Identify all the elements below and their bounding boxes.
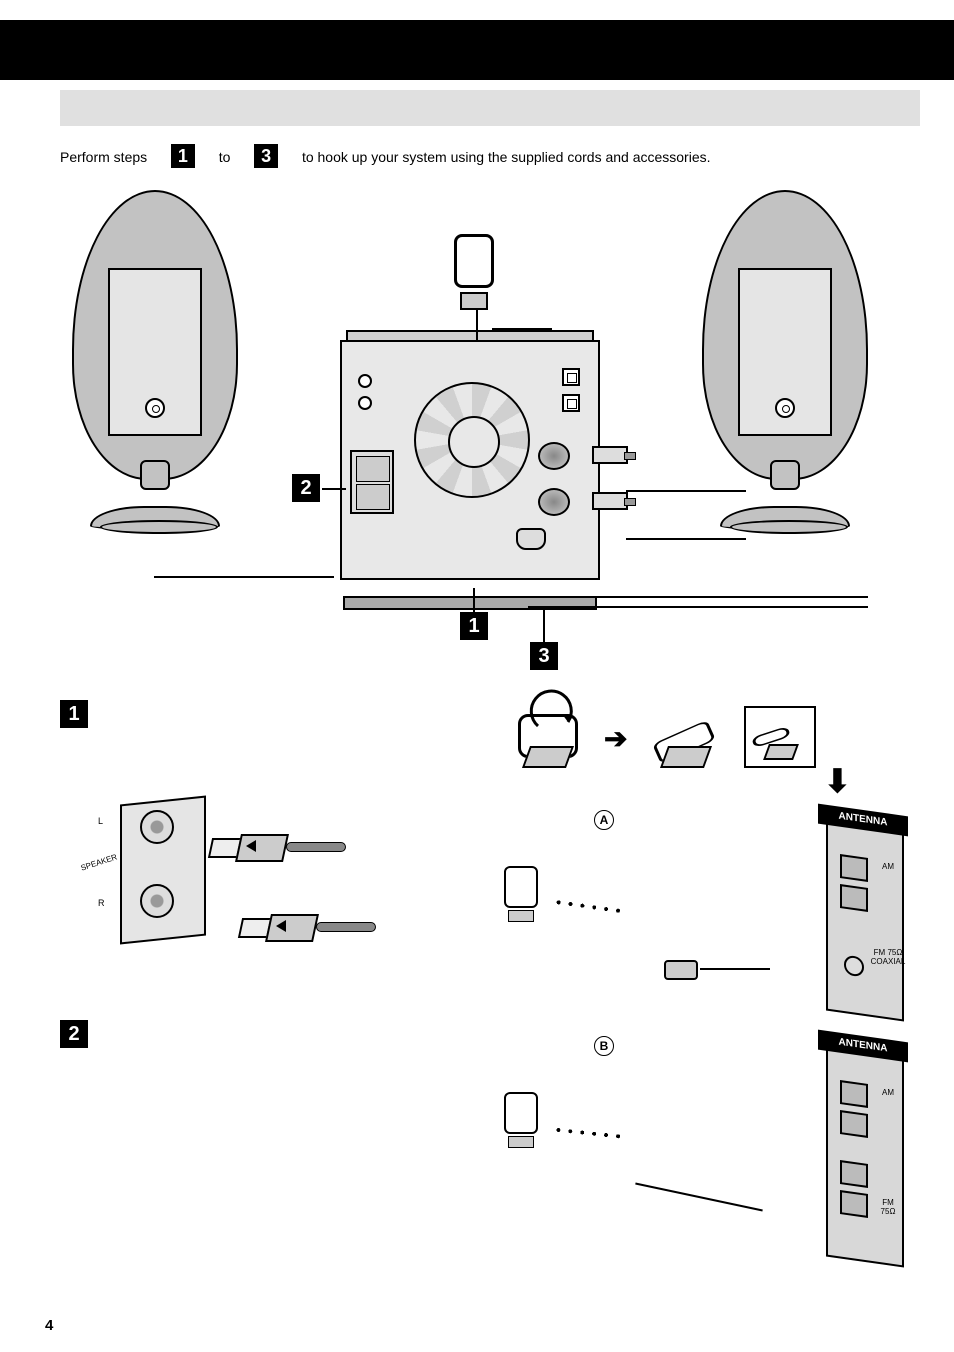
fm-terminal-icon [840,1190,868,1218]
fm-label: FM 75Ω [868,1198,908,1216]
antenna-assembly-diagram: ➔ ⬇ [504,700,884,780]
wire [154,576,334,578]
callout-1: 1 [460,612,488,640]
twisted-wire-icon [550,1124,700,1150]
intro-line: Perform steps 1 to 3 to hook up your sys… [60,144,711,168]
antenna-terminal-icon [350,450,394,514]
header-black-bar [0,20,954,80]
speaker-label: SPEAKER [80,852,119,872]
callout-3-num: 3 [530,642,558,670]
speaker-connector-l-icon [538,488,570,516]
intro-suffix: to hook up your system using the supplie… [302,149,711,165]
wire [528,606,868,608]
am-loop-icon [504,866,546,922]
speaker-plug-icon [592,492,628,510]
wire [492,328,552,330]
twisted-wire-icon [550,896,690,925]
am-label: AM [868,1088,908,1097]
header-gray-bar [60,90,920,126]
am-label: AM [868,862,908,871]
am-loop-antenna-icon [446,234,502,310]
main-unit-rear [340,340,600,600]
fm-coax-plug-icon [664,960,698,980]
loop-stand-icon [660,746,712,768]
callout-1-num: 1 [460,612,488,640]
din-jack-r-icon [140,884,174,918]
speaker-plug-l-icon [210,830,290,868]
arrow-down-icon: ⬇ [824,762,851,800]
wire [626,538,746,540]
am-loop-icon [504,1092,546,1148]
l-label: L [98,816,103,826]
power-cord-exit-icon [516,528,546,550]
right-speaker [690,190,880,530]
r-label: R [98,898,105,908]
antenna-panel-a: A ANTENNA AM FM 75Ω COAXIAL [504,810,904,1020]
section-2: 2 [60,1020,480,1048]
arrow-right-icon: ➔ [604,722,627,755]
callout-1-leader [473,588,475,612]
callout-3-leader [543,606,545,642]
speaker-plug-r-icon [240,910,320,948]
callout-2-num: 2 [292,474,320,502]
wire [626,490,746,492]
optical-port-icon [562,394,580,412]
speaker-connector-r-icon [538,442,570,470]
am-terminal-icon [840,854,868,882]
page-number: 4 [45,1317,53,1334]
zoom-detail-box [744,706,816,768]
callout-3: 3 [530,642,558,670]
aux-jack-icon [358,374,372,388]
fan-grille-icon [414,382,530,498]
wire [700,968,770,970]
optical-port-icon [562,368,580,386]
callout-2: 2 [292,474,320,502]
letter-b: B [594,1036,614,1056]
speaker-connection-diagram: L SPEAKER R [120,780,440,990]
intro-to-word: to [219,149,231,165]
am-terminal-icon [840,884,868,912]
section-2-num: 2 [60,1020,88,1048]
aux-jack-icon [358,396,372,410]
loop-stand-icon [522,746,574,768]
wire [635,1183,763,1212]
main-hookup-diagram: 2 1 3 [60,190,880,660]
antenna-column: ➔ ⬇ A ANTENNA AM FM 75Ω COAXIAL B [504,700,904,1266]
callout-2-leader [322,488,346,490]
fm-terminal-icon [840,1160,868,1188]
speaker-plug-icon [592,446,628,464]
section-1: 1 L SPEAKER R [60,700,480,728]
fm-coax-label: FM 75Ω COAXIAL [868,948,908,966]
letter-a: A [594,810,614,830]
din-jack-l-icon [140,810,174,844]
wire [528,596,868,598]
am-terminal-icon [840,1080,868,1108]
wire [476,308,478,342]
intro-step-to: 3 [254,144,278,168]
left-speaker [60,190,250,530]
intro-prefix: Perform steps [60,149,147,165]
antenna-panel-b: B ANTENNA AM FM 75Ω [504,1036,904,1266]
intro-step-from: 1 [171,144,195,168]
section-1-num: 1 [60,700,88,728]
am-terminal-icon [840,1110,868,1138]
